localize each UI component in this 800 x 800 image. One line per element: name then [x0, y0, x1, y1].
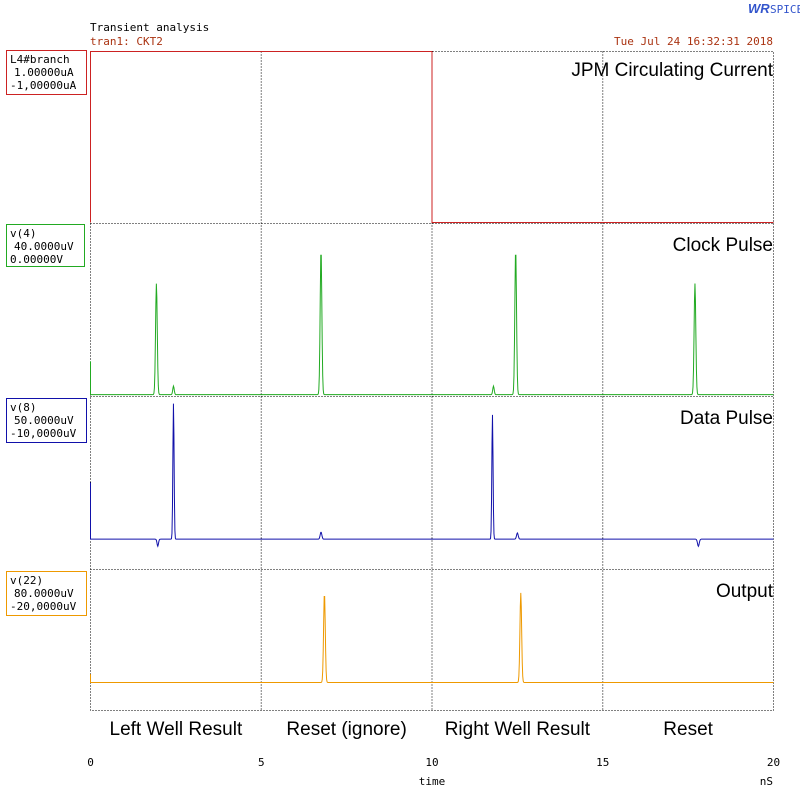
legend-min-label: -10,0000uV — [10, 427, 77, 440]
region-label: Left Well Result — [110, 719, 243, 740]
grid — [90, 51, 774, 711]
legend-4: v(22)80.0000uV-20,0000uV — [6, 571, 87, 616]
trace-v-8- — [90, 403, 774, 548]
legend-min-label: -20,0000uV — [10, 600, 77, 613]
region-label: Reset — [663, 719, 713, 740]
legend-signal: v(8) — [10, 401, 37, 414]
trace-title: JPM Circulating Current — [571, 60, 773, 81]
wrspice-logo: WR SPICE — [748, 1, 800, 16]
legend-max-label: 50.0000uV — [14, 414, 74, 427]
timestamp: Tue Jul 24 16:32:31 2018 — [614, 35, 773, 48]
trace-titles: JPM Circulating Current Clock Pulse Data P… — [571, 60, 773, 602]
legend-max-label: 40.0000uV — [14, 240, 74, 253]
legend-signal: v(22) — [10, 574, 43, 587]
legend-box — [6, 224, 85, 267]
trace-title: Output — [716, 581, 774, 602]
legend-max-label: 80.0000uV — [14, 587, 74, 600]
x-tick-label: 0 — [87, 756, 94, 769]
trace-title: Data Pulse — [680, 408, 773, 429]
x-tick-label: 10 — [425, 756, 438, 769]
region-labels: Left Well Result Reset (ignore) Right Well… — [110, 719, 714, 740]
trace-v-4- — [90, 254, 774, 396]
legend-box — [6, 571, 87, 616]
legend-signal: v(4) — [10, 227, 37, 240]
legend-box — [6, 398, 87, 443]
x-tick-label: 20 — [767, 756, 780, 769]
plot-area — [90, 51, 774, 711]
region-label: Right Well Result — [445, 719, 591, 740]
analysis-subtitle: tran1: CKT2 — [90, 35, 163, 48]
legend-box — [6, 50, 87, 95]
legend-signal: L4#branch — [10, 53, 70, 66]
x-tick-label: 5 — [258, 756, 265, 769]
region-label: Reset (ignore) — [286, 719, 406, 740]
x-axis-unit: nS — [760, 775, 773, 788]
logo-mark: WR — [748, 1, 770, 16]
x-tick-label: 15 — [596, 756, 609, 769]
legend-min-label: -1,00000uA — [10, 79, 77, 92]
trace-title: Clock Pulse — [673, 235, 773, 256]
trace-l4-branch — [90, 51, 774, 223]
traces — [90, 51, 774, 683]
analysis-title: Transient analysis — [90, 21, 209, 34]
legend-min-label: 0.00000V — [10, 253, 63, 266]
legend-3: v(8)50.0000uV-10,0000uV — [6, 398, 87, 443]
legend-max-label: 1.00000uA — [14, 66, 74, 79]
x-axis: time nS 0 5 10 15 20 — [87, 756, 780, 788]
trace-v-22- — [90, 592, 774, 683]
x-axis-label: time — [419, 775, 446, 788]
logo-text: SPICE — [770, 3, 800, 16]
